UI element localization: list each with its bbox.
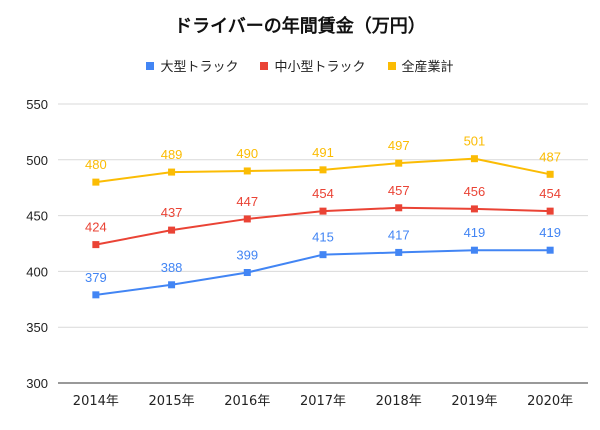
legend-item-small-medium-truck: 中小型トラック — [260, 56, 366, 75]
legend-swatch-large-truck — [146, 61, 155, 70]
legend: 大型トラック 中小型トラック 全産業計 — [0, 56, 600, 75]
legend-item-all-industries: 全産業計 — [387, 56, 454, 75]
y-tick-label-350: 350 — [26, 320, 48, 335]
y-tick-label-500: 500 — [26, 153, 48, 168]
x-tick-label-1: 2014年 — [73, 394, 119, 409]
series-0-point-4 — [395, 248, 403, 256]
series-1-point-3 — [319, 207, 327, 215]
series-0-point-3 — [319, 251, 327, 259]
series-2-data-label-6: 487 — [539, 149, 561, 164]
series-1-point-0 — [92, 241, 100, 249]
legend-label-small-medium-truck: 中小型トラック — [274, 60, 366, 75]
series-0-point-1 — [168, 281, 176, 289]
x-tick-label-3: 2016年 — [224, 394, 270, 409]
series-1-data-label-1: 437 — [161, 205, 183, 220]
series-1-point-5 — [470, 205, 478, 213]
series-2-data-label-3: 491 — [312, 145, 334, 160]
y-tick-label-450: 450 — [26, 209, 48, 224]
series-2-data-label-2: 490 — [236, 146, 258, 161]
x-tick-label-4: 2017年 — [300, 394, 346, 409]
series-2-point-5 — [470, 155, 478, 163]
series-0-point-0 — [92, 291, 100, 299]
series-0-point-5 — [470, 246, 478, 254]
series-0-data-label-3: 415 — [312, 230, 334, 245]
series-1-point-6 — [546, 207, 554, 215]
chart-title: ドライバーの年間賃金（万円） — [174, 16, 426, 37]
series-0-data-label-2: 399 — [236, 248, 258, 263]
series-2-data-label-4: 497 — [388, 138, 410, 153]
series-0-point-6 — [546, 246, 554, 254]
series-1-data-label-4: 457 — [388, 183, 410, 198]
series-2-point-0 — [92, 178, 100, 186]
series-2-point-1 — [168, 168, 176, 176]
legend-label-large-truck: 大型トラック — [160, 60, 239, 75]
series-1-point-4 — [395, 204, 403, 212]
series-0-data-label-4: 417 — [388, 227, 410, 242]
series-2-data-label-0: 480 — [85, 157, 107, 172]
series-1-data-label-2: 447 — [236, 194, 258, 209]
y-tick-label-400: 400 — [26, 264, 48, 279]
series-2-point-4 — [395, 159, 403, 167]
x-tick-label-7: 2020年 — [527, 394, 573, 409]
x-tick-label-6: 2019年 — [451, 394, 497, 409]
legend-swatch-small-medium-truck — [260, 61, 269, 70]
series-2-point-6 — [546, 170, 554, 178]
series-1-data-label-6: 454 — [539, 186, 561, 201]
y-tick-label-550: 550 — [26, 97, 48, 112]
series-0-point-2 — [243, 269, 251, 277]
x-tick-label-5: 2018年 — [376, 394, 422, 409]
series-1-point-2 — [243, 215, 251, 223]
series-2-data-label-5: 501 — [464, 134, 486, 149]
series-2-point-3 — [319, 166, 327, 174]
series-2-point-2 — [243, 167, 251, 175]
legend-label-all-industries: 全産業計 — [401, 60, 454, 75]
legend-swatch-all-industries — [387, 61, 396, 70]
x-tick-label-2: 2015年 — [149, 394, 195, 409]
series-0-data-label-5: 419 — [464, 225, 486, 240]
series-1-data-label-3: 454 — [312, 186, 334, 201]
series-0-data-label-0: 379 — [85, 270, 107, 285]
series-0-data-label-1: 388 — [161, 260, 183, 275]
legend-item-large-truck: 大型トラック — [146, 56, 238, 75]
series-1-data-label-0: 424 — [85, 220, 107, 235]
series-0-data-label-6: 419 — [539, 225, 561, 240]
series-1-point-1 — [168, 226, 176, 234]
series-2-data-label-1: 489 — [161, 147, 183, 162]
series-1-data-label-5: 456 — [464, 184, 486, 199]
y-tick-label-300: 300 — [26, 376, 48, 391]
